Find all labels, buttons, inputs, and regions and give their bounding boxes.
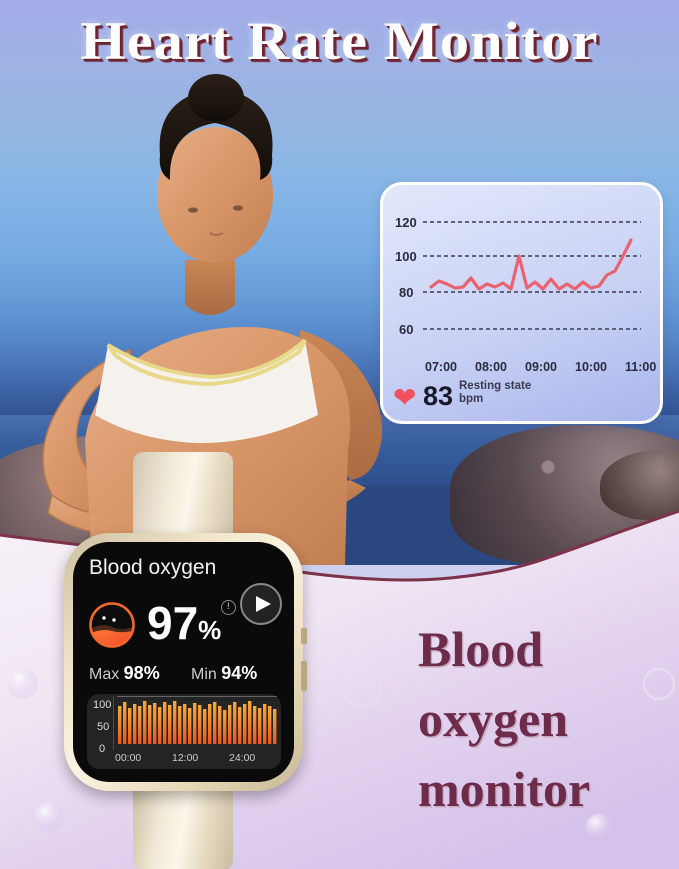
svg-text:120: 120 — [395, 215, 417, 230]
svg-text:08:00: 08:00 — [475, 360, 507, 374]
svg-text:100: 100 — [395, 249, 417, 264]
svg-text:60: 60 — [399, 322, 413, 337]
svg-text:80: 80 — [399, 285, 413, 300]
svg-text:10:00: 10:00 — [575, 360, 607, 374]
svg-text:09:00: 09:00 — [525, 360, 557, 374]
svg-text:11:00: 11:00 — [625, 360, 656, 374]
svg-text:07:00: 07:00 — [425, 360, 457, 374]
